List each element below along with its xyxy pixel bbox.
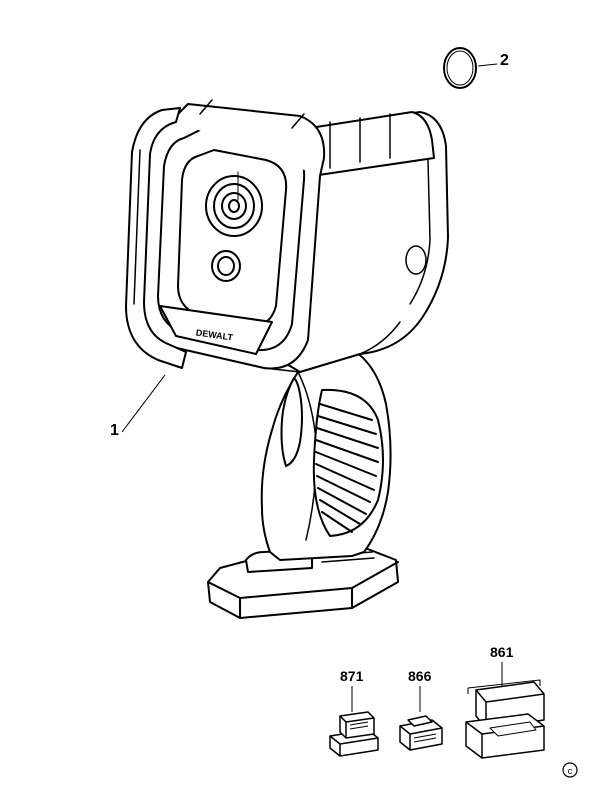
diagram-svg: DEWALT	[0, 0, 601, 787]
parts-diagram-canvas: 1 2 861 866 871	[0, 0, 601, 787]
part-866-battery	[400, 716, 442, 750]
part-861-case	[466, 680, 544, 758]
part-2-ring	[444, 48, 476, 88]
copyright-mark: c	[563, 763, 577, 777]
lens-lower	[212, 251, 240, 281]
svg-text:c: c	[568, 766, 573, 776]
part-1-tool-body: DEWALT	[126, 100, 448, 618]
part-871-charger	[330, 712, 378, 756]
lens-upper	[206, 176, 262, 236]
